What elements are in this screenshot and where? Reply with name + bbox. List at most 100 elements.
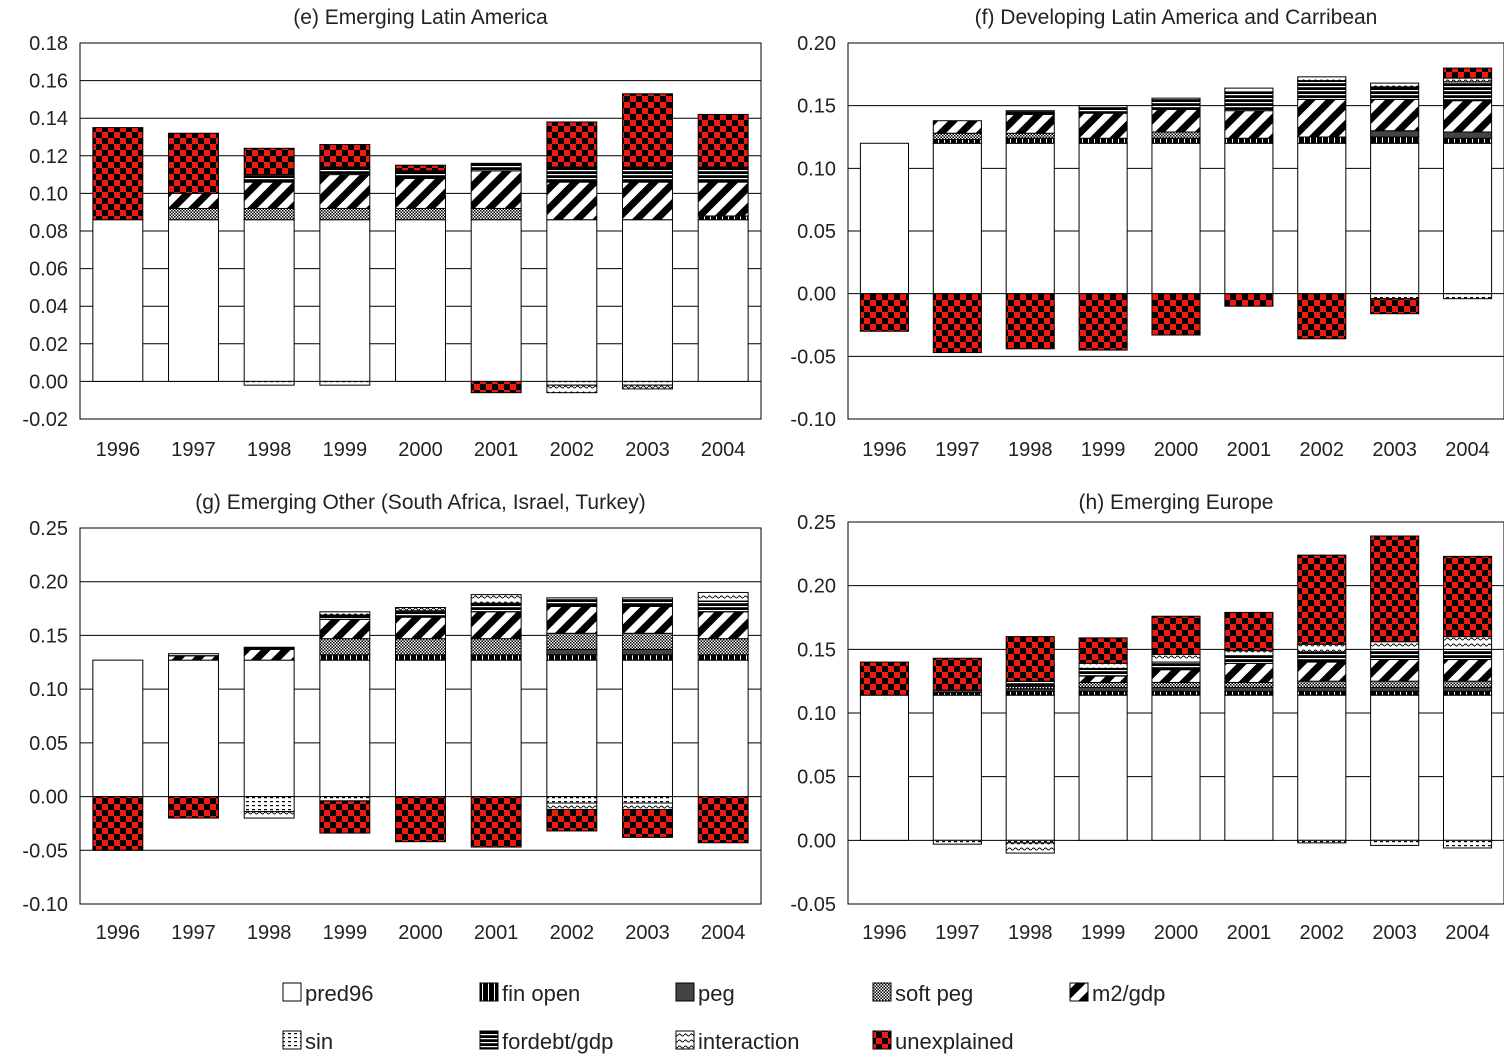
y-tick-label: 0.05 xyxy=(797,221,836,243)
legend-label: fin open xyxy=(502,981,580,1006)
y-tick-label: 0.08 xyxy=(29,221,68,243)
bar-segment-unexplained xyxy=(932,657,982,691)
x-tick-label: 2004 xyxy=(701,439,746,461)
bar-segment-peg xyxy=(1443,687,1493,692)
x-tick-label: 2001 xyxy=(474,922,519,944)
bar-segment-fordebt xyxy=(1370,648,1420,661)
x-tick-label: 2000 xyxy=(398,922,443,944)
bar-segment-fordebt xyxy=(243,646,295,650)
bar-segment-fordebt xyxy=(319,614,371,620)
bar-segment-unexplained xyxy=(1078,293,1128,351)
y-tick-label: 0.18 xyxy=(29,33,68,55)
x-tick-label: 2004 xyxy=(701,922,746,944)
bar-segment-m2gdp xyxy=(470,611,522,640)
y-tick-label: 0.20 xyxy=(29,572,68,594)
bar-segment-peg xyxy=(546,648,598,656)
bar-segment-interaction xyxy=(243,811,295,819)
y-tick-label: 0.10 xyxy=(797,158,836,180)
bar-segment-fin_open xyxy=(697,215,749,221)
bar-segment-soft_peg xyxy=(168,207,219,221)
bar-segment-pred96 xyxy=(1297,694,1347,841)
bar-segment-peg xyxy=(1078,687,1128,692)
bar-segment-m2gdp xyxy=(697,181,749,217)
bar-segment-fordebt xyxy=(395,610,446,618)
bar-segment-sin xyxy=(622,796,673,804)
bar-segment-unexplained xyxy=(1005,293,1055,350)
bar-segment-m2gdp xyxy=(1443,659,1493,682)
x-tick-label: 2003 xyxy=(1372,922,1417,944)
bar-segment-peg xyxy=(622,648,673,656)
y-tick-label: 0.00 xyxy=(29,371,68,393)
x-tick-label: 1997 xyxy=(171,439,216,461)
bar-segment-interaction xyxy=(1443,77,1493,83)
bar-segment-soft_peg xyxy=(932,132,982,141)
y-tick-label: -0.05 xyxy=(790,346,836,368)
bar-segment-interaction xyxy=(697,591,749,602)
bar-segment-soft_peg xyxy=(470,638,522,656)
bar-segment-soft_peg xyxy=(319,638,371,656)
legend-swatch xyxy=(675,1030,695,1050)
bar-segment-fin_open xyxy=(1078,137,1128,144)
bar-segment-unexplained xyxy=(546,121,598,168)
bar-segment-fordebt xyxy=(470,602,522,613)
x-tick-label: 2003 xyxy=(625,439,670,461)
y-tick-label: 0.06 xyxy=(29,259,68,281)
bar-segment-unexplained xyxy=(319,800,371,834)
bar-segment-soft_peg xyxy=(319,207,371,221)
bar-segment-unexplained xyxy=(1224,611,1274,652)
x-tick-label: 1996 xyxy=(862,922,907,944)
y-tick-label: 0.05 xyxy=(797,767,836,789)
bar-segment-unexplained xyxy=(168,796,219,819)
bar-segment-unexplained xyxy=(1005,636,1055,682)
bar-segment-pred96 xyxy=(932,142,982,295)
bar-segment-interaction xyxy=(546,802,598,810)
bar-segment-sin xyxy=(1370,839,1420,846)
bar-segment-pred96 xyxy=(1005,142,1055,295)
bar-segment-interaction xyxy=(1443,636,1493,650)
bar-segment-sin xyxy=(319,380,371,386)
bar-segment-soft_peg xyxy=(243,207,295,221)
bar-segment-fordebt xyxy=(1005,110,1055,115)
bar-segment-fin_open xyxy=(470,654,522,661)
bar-segment-unexplained xyxy=(1443,555,1493,638)
bar-segment-fordebt xyxy=(1151,97,1201,110)
bar-segment-soft_peg xyxy=(1151,681,1201,689)
bar-segment-pred96 xyxy=(697,659,749,798)
bar-segment-unexplained xyxy=(92,127,144,221)
bar-segment-soft_peg xyxy=(1151,131,1201,139)
y-tick-label: -0.05 xyxy=(790,894,836,916)
bar-segment-pred96 xyxy=(1078,694,1128,841)
bar-segment-fin_open xyxy=(1005,137,1055,144)
y-tick-label: 0.25 xyxy=(797,512,836,534)
bar-segment-fordebt xyxy=(319,166,371,176)
legend-swatch xyxy=(1069,982,1089,1002)
bar-segment-interaction xyxy=(1370,641,1420,650)
x-tick-label: 1999 xyxy=(323,439,368,461)
y-tick-label: 0.12 xyxy=(29,146,68,168)
x-tick-label: 1998 xyxy=(1008,439,1053,461)
bar-segment-interaction xyxy=(1297,643,1347,653)
legend-label: pred96 xyxy=(305,981,374,1006)
bar-segment-interaction xyxy=(319,611,371,616)
bar-segment-m2gdp xyxy=(1297,661,1347,682)
legend-swatch xyxy=(675,982,695,1002)
bar-segment-interaction xyxy=(1224,650,1274,657)
bar-segment-fin_open xyxy=(932,139,982,144)
bar-segment-pred96 xyxy=(622,219,673,382)
bar-segment-fin_open xyxy=(1370,690,1420,696)
bar-segment-soft_peg xyxy=(1224,681,1274,689)
bar-segment-soft_peg xyxy=(1078,681,1128,689)
legend-label: sin xyxy=(305,1029,333,1054)
bar-segment-fordebt xyxy=(1224,655,1274,664)
bar-segment-m2gdp xyxy=(1078,112,1128,139)
x-tick-label: 2004 xyxy=(1445,922,1490,944)
x-tick-label: 1999 xyxy=(323,922,368,944)
bar-segment-unexplained xyxy=(622,808,673,838)
x-tick-label: 1996 xyxy=(862,439,907,461)
y-tick-label: 0.20 xyxy=(797,33,836,55)
bar-segment-fin_open xyxy=(1224,137,1274,144)
x-tick-label: 1998 xyxy=(1008,922,1053,944)
bar-segment-interaction xyxy=(1078,662,1128,669)
legend-item-unexplained: unexplained xyxy=(872,1029,1014,1054)
